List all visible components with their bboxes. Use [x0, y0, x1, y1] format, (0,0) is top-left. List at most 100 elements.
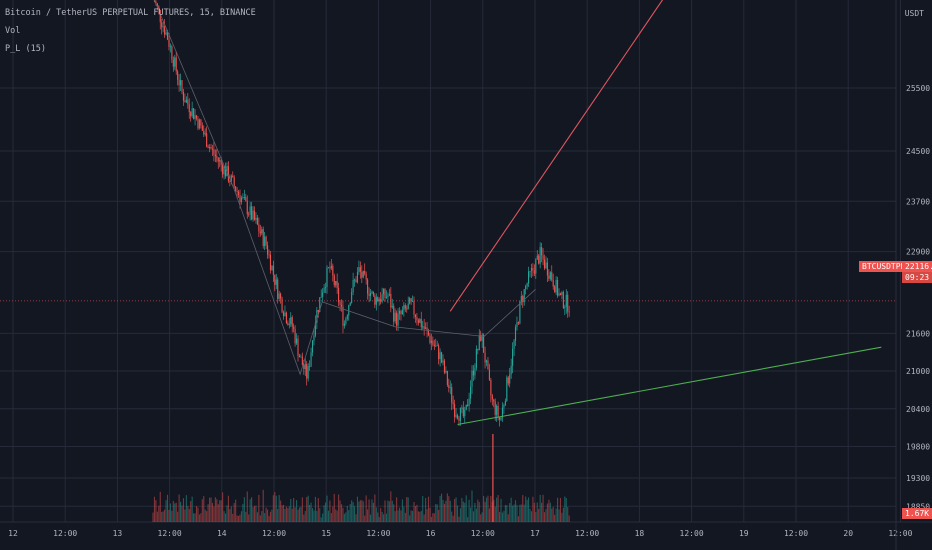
candle-body — [564, 306, 566, 308]
candle-body — [449, 387, 451, 389]
volume-bar — [293, 498, 295, 522]
volume-bar — [454, 498, 456, 522]
candle-body — [536, 255, 538, 260]
volume-bar — [468, 499, 470, 522]
candle-body — [452, 402, 454, 405]
price-tick-label: 19300.0 — [906, 474, 932, 483]
candle-body — [438, 345, 440, 360]
volume-bar — [198, 514, 200, 522]
price-axis-unit[interactable]: USDT — [904, 9, 924, 18]
time-tick-label: 20 — [843, 529, 853, 538]
candle-body — [551, 272, 553, 281]
candle-body — [462, 407, 464, 417]
volume-bar — [210, 497, 212, 522]
candle-body — [198, 119, 200, 129]
candle-body — [314, 322, 316, 336]
candle-body — [251, 206, 253, 220]
candle-body — [562, 292, 564, 308]
volume-bar — [481, 512, 483, 522]
volume-bar — [526, 499, 528, 522]
volume-bar — [327, 510, 330, 522]
candle-body — [330, 265, 332, 269]
volume-bar — [184, 509, 186, 522]
volume-bar — [230, 506, 232, 522]
volume-bar — [483, 495, 485, 522]
volume-bar — [390, 491, 392, 522]
candle-body — [211, 148, 214, 150]
candle-body — [512, 348, 514, 366]
volume-bar — [409, 515, 411, 522]
volume-bar — [443, 503, 446, 522]
candle-body — [256, 217, 258, 225]
volume-bar — [311, 508, 314, 522]
candle-body — [278, 293, 280, 299]
volume-bar — [278, 495, 280, 522]
volume-bar — [178, 494, 180, 522]
volume-bar — [307, 495, 309, 522]
candle-body — [230, 175, 232, 182]
candle-body — [565, 294, 567, 307]
candle-body — [533, 270, 535, 274]
volume-bar — [365, 495, 367, 522]
symbol-legend[interactable]: Bitcoin / TetherUS PERPETUAL FUTURES, 15… — [5, 8, 256, 18]
volume-bar — [429, 507, 431, 522]
volume-bar — [187, 505, 189, 522]
volume-legend[interactable]: Vol — [5, 26, 21, 36]
candle-body — [549, 272, 551, 279]
candle-body — [191, 108, 193, 117]
candle-body — [184, 100, 186, 103]
volume-bar — [354, 506, 356, 522]
candle-body — [338, 288, 340, 303]
volume-bar — [364, 515, 366, 522]
candle-body — [464, 410, 466, 417]
volume-bar — [280, 500, 282, 522]
volume-bar — [166, 494, 169, 522]
volume-bar — [290, 498, 292, 522]
candle-body — [367, 279, 369, 294]
candle-body — [490, 379, 492, 396]
volume-bar — [291, 508, 293, 522]
last-price-tag: 22116.1 — [902, 261, 932, 272]
volume-bar — [185, 495, 187, 522]
volume-bar — [314, 496, 316, 522]
volume-bar — [155, 500, 157, 522]
candle-body — [409, 298, 411, 304]
volume-bar — [458, 516, 460, 522]
candle-body — [539, 247, 541, 264]
candle-body — [272, 265, 274, 275]
volume-bar — [516, 504, 518, 522]
volume-bar — [494, 506, 496, 522]
volume-bar — [377, 512, 379, 522]
volume-bar — [236, 515, 238, 522]
candle-body — [393, 305, 395, 322]
volume-bar — [449, 500, 451, 522]
candle-body — [519, 301, 521, 324]
candle-body — [280, 293, 282, 299]
candle-body — [422, 326, 424, 328]
candle-body — [214, 154, 216, 157]
time-tick-label: 12:00 — [575, 529, 599, 538]
candle-body — [471, 370, 473, 387]
candle-body — [385, 297, 388, 298]
volume-bar — [245, 511, 247, 522]
volume-bar — [323, 505, 325, 522]
candle-body — [159, 10, 161, 23]
candle-body — [436, 345, 438, 347]
candle-body — [419, 319, 421, 323]
candle-body — [203, 130, 205, 135]
volume-bar — [356, 496, 359, 522]
volume-bar — [520, 504, 522, 522]
indicator-legend[interactable]: P_L (15) — [5, 44, 46, 54]
candle-body — [304, 364, 306, 370]
volume-bar — [274, 492, 276, 522]
volume-bar — [310, 502, 312, 522]
time-tick-label: 12:00 — [784, 529, 808, 538]
volume-bar — [203, 496, 205, 522]
candle-body — [554, 286, 556, 293]
volume-bar — [396, 497, 398, 522]
candle-body — [181, 80, 183, 92]
candle-body — [323, 287, 325, 293]
candle-body — [361, 271, 363, 278]
candle-body — [516, 322, 518, 328]
